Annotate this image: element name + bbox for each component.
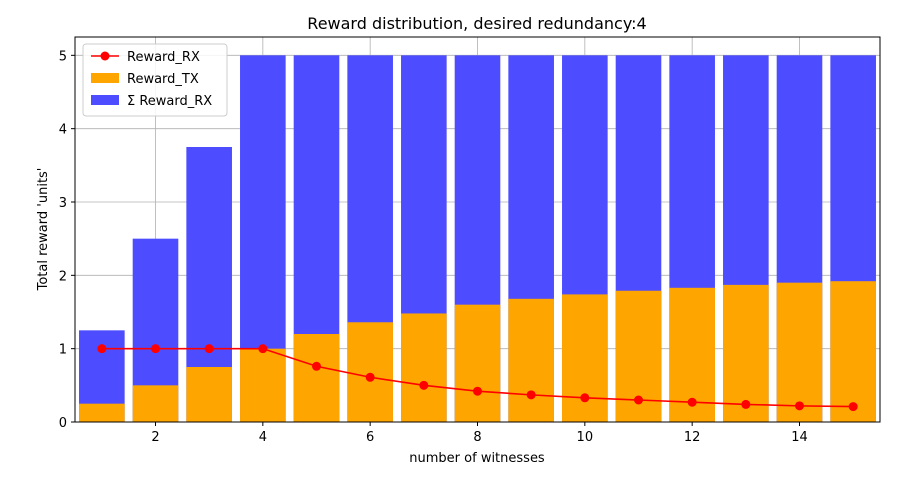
legend: Reward_RX Reward_TX Σ Reward_RX	[82, 43, 228, 117]
y-tick-label: 3	[59, 196, 67, 211]
point-reward-rx	[580, 393, 590, 403]
point-reward-rx	[419, 380, 429, 390]
point-reward-rx	[795, 401, 804, 411]
bar-reward-tx	[293, 334, 340, 422]
point-reward-rx	[97, 344, 107, 354]
point-reward-rx	[848, 402, 858, 412]
point-reward-rx	[526, 390, 536, 400]
bar-reward-tx	[454, 304, 501, 422]
y-axis-label: Total reward 'units'	[36, 168, 51, 292]
y-tick-label: 5	[59, 49, 67, 64]
y-tick-label: 1	[59, 343, 67, 358]
point-reward-rx	[151, 344, 160, 354]
bar-reward-tx	[240, 348, 286, 422]
point-reward-rx	[258, 344, 268, 354]
bar-reward-tx	[401, 313, 447, 422]
point-reward-rx	[634, 395, 643, 405]
bar-reward-tx	[508, 298, 554, 422]
point-reward-rx	[741, 399, 751, 409]
x-tick-label: 10	[577, 430, 594, 445]
bars	[79, 55, 876, 422]
y-tick-label: 4	[59, 123, 67, 138]
bar-reward-tx	[830, 281, 876, 422]
point-reward-rx	[204, 344, 214, 354]
x-axis-label: number of witnesses	[409, 451, 545, 466]
y-tick-label: 2	[59, 269, 67, 284]
x-tick-label: 8	[473, 430, 481, 445]
bar-reward-tx	[776, 282, 823, 422]
bar-reward-tx	[347, 322, 393, 422]
point-reward-rx	[687, 397, 697, 407]
chart-title: Reward distribution, desired redundancy:…	[307, 14, 646, 33]
bar-reward-tx	[132, 385, 179, 422]
x-tick-label: 12	[684, 430, 701, 445]
point-reward-rx	[473, 386, 482, 396]
line-series	[97, 344, 858, 412]
legend-label: Σ Reward_RX	[127, 94, 212, 109]
bar-reward-tx	[79, 403, 125, 422]
bar-reward-tx	[723, 284, 769, 422]
y-tick-label: 0	[59, 416, 67, 431]
x-tick-label: 4	[259, 430, 267, 445]
legend-label: Reward_TX	[127, 72, 199, 87]
legend-label: Reward_RX	[127, 50, 200, 65]
point-reward-rx	[312, 361, 321, 371]
x-tick-label: 6	[366, 430, 374, 445]
x-tick-label: 2	[151, 430, 159, 445]
bar-reward-tx	[562, 294, 608, 422]
legend-marker	[100, 51, 110, 61]
bar-reward-tx	[186, 367, 232, 422]
legend-bar-swatch	[91, 73, 119, 83]
x-tick-label: 14	[791, 430, 808, 445]
legend-bar-swatch	[91, 95, 119, 105]
point-reward-rx	[365, 372, 375, 382]
